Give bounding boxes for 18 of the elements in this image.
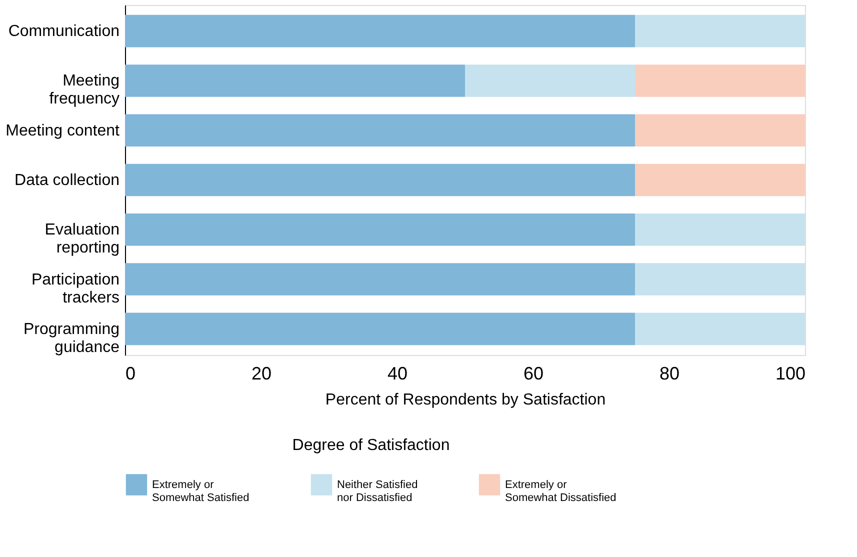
x-tick-label: 60	[523, 364, 544, 384]
x-axis-title: Percent of Respondents by Satisfaction	[325, 392, 606, 408]
x-tick-label: 40	[387, 364, 408, 384]
y-tick-label: Programming guidance	[23, 320, 120, 356]
x-tick-label: 80	[659, 364, 680, 384]
x-tick-label: 0	[126, 364, 136, 384]
legend-label: Extremely or Somewhat Satisfied	[152, 478, 250, 504]
x-tick-label: 100	[775, 364, 806, 384]
x-tick-label: 20	[251, 364, 272, 384]
y-tick-label: Meeting frequency	[49, 72, 120, 108]
y-tick-label: Communication	[8, 23, 120, 40]
legend-label: Extremely or Somewhat Dissatisfied	[505, 478, 616, 504]
y-tick-label: Evaluation reporting	[44, 222, 120, 257]
legend-title: Degree of Satisfaction	[292, 437, 450, 454]
legend-label: Neither Satisfied nor Dissatisfied	[337, 478, 418, 504]
y-tick-label: Data collection	[14, 172, 120, 189]
y-tick-label: Meeting content	[6, 122, 120, 140]
y-tick-label: Participation trackers	[31, 271, 120, 306]
